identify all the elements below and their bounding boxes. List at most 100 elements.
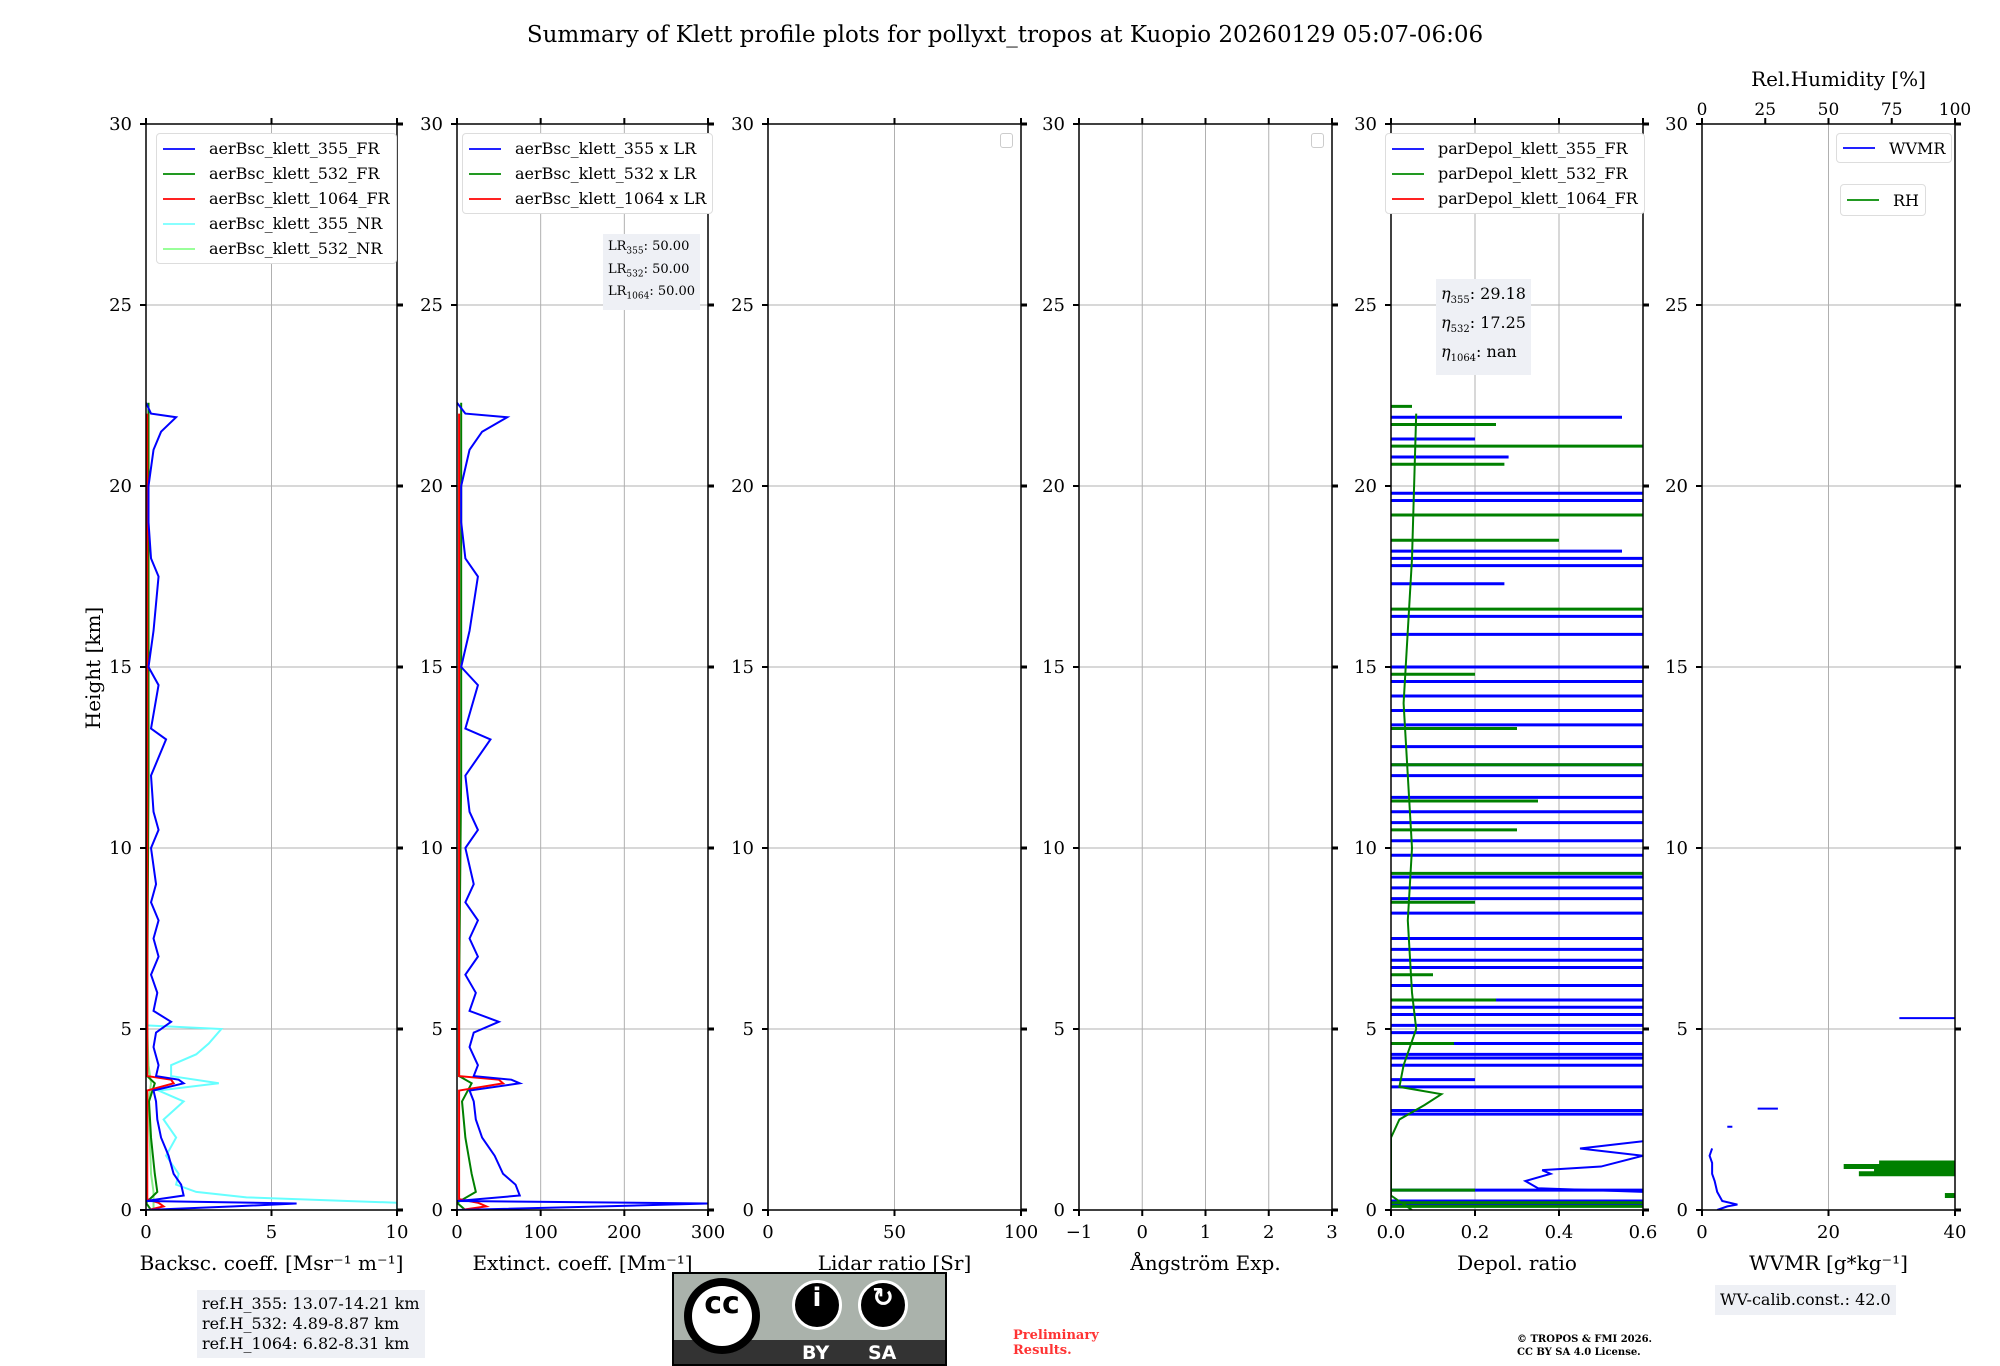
y-tick-label: 0 <box>1366 1200 1377 1221</box>
wv-calibration-box: WV-calib.const.: 42.0 <box>1715 1285 1896 1315</box>
y-tick-label: 15 <box>1665 657 1688 678</box>
legend-item: aerBsc_klett_355 x LR <box>463 136 712 161</box>
y-tick-label: 5 <box>1677 1019 1688 1040</box>
data-layer <box>146 402 397 1210</box>
x-tick-label: 0 <box>140 1222 151 1243</box>
legend-swatch <box>469 147 501 150</box>
top-x-tick-label: 25 <box>1754 100 1776 120</box>
x-tick-label: 50 <box>883 1222 906 1243</box>
y-tick-label: 20 <box>1665 476 1688 497</box>
depol-legend: parDepol_klett_355_FR parDepol_klett_532… <box>1385 133 1645 214</box>
series-aerBsc_klett_532_FR <box>146 402 159 1210</box>
y-tick-label: 30 <box>420 114 443 135</box>
legend-label: parDepol_klett_532_FR <box>1438 164 1628 183</box>
legend-swatch <box>1392 197 1424 200</box>
x-tick-label: 0 <box>1696 1222 1707 1243</box>
data-layer <box>1708 1017 1955 1210</box>
y-tick-label: 15 <box>420 657 443 678</box>
top-x-tick-label: 50 <box>1818 100 1840 120</box>
legend-label: aerBsc_klett_532_FR <box>209 164 380 183</box>
x-tick-label: 3 <box>1326 1222 1337 1243</box>
person-icon: i <box>792 1280 842 1330</box>
axes-frame <box>145 123 398 1211</box>
x-tick-label: 300 <box>691 1222 725 1243</box>
share-alike-icon: ↻ <box>858 1280 908 1330</box>
legend-label: aerBsc_klett_532 x LR <box>515 164 697 183</box>
x-tick-label: 200 <box>607 1222 641 1243</box>
y-tick-label: 0 <box>121 1200 132 1221</box>
legend-swatch <box>469 197 501 200</box>
series-aerBsc_klett_355_NR <box>146 1024 397 1210</box>
panel-depol: 0.0 0.2 0.4 0.6 0 5 10 15 20 25 30 Depol. ratio <box>1354 114 1657 1275</box>
series-aerBsc_klett_355_FR <box>146 402 297 1210</box>
x-tick-label: 20 <box>1817 1222 1840 1243</box>
series-aerBsc_klett_355 x LR <box>457 402 708 1210</box>
figure-title: Summary of Klett profile plots for polly… <box>526 22 1484 48</box>
series-aerBsc_klett_1064 x LR <box>458 413 506 1210</box>
y-tick-label: 5 <box>121 1019 132 1040</box>
y-tick-label: 30 <box>1665 114 1688 135</box>
legend-swatch <box>163 197 195 200</box>
y-tick-label: 30 <box>731 114 754 135</box>
legend-label: parDepol_klett_1064_FR <box>1438 189 1638 208</box>
axes-frame <box>1390 123 1644 1211</box>
y-tick-label: 0 <box>743 1200 754 1221</box>
x-tick-label: 0 <box>762 1222 773 1243</box>
y-tick-label: 5 <box>1366 1019 1377 1040</box>
y-tick-label: 30 <box>1354 114 1377 135</box>
y-tick-label: 25 <box>1354 295 1377 316</box>
x-tick-label: 0.2 <box>1461 1222 1490 1243</box>
y-tick-label: 20 <box>109 476 132 497</box>
legend-item: aerBsc_klett_1064 x LR <box>463 186 712 211</box>
y-tick-label: 10 <box>1042 838 1065 859</box>
legend-item: aerBsc_klett_532 x LR <box>463 161 712 186</box>
legend-item: parDepol_klett_1064_FR <box>1386 186 1644 211</box>
legend-item: parDepol_klett_355_FR <box>1386 136 1644 161</box>
legend-swatch <box>163 147 195 150</box>
legend-item: aerBsc_klett_355_FR <box>157 136 396 161</box>
x-axis-label: Lidar ratio [Sr] <box>818 1251 972 1275</box>
x-axis-label: WVMR [g*kg⁻¹] <box>1749 1251 1908 1275</box>
top-x-tick-label: 100 <box>1939 100 1971 120</box>
x-axis-label: Ångström Exp. <box>1129 1250 1280 1275</box>
legend-label: aerBsc_klett_532_NR <box>209 239 383 258</box>
series-WVMR <box>1708 1148 1738 1210</box>
axes-frame <box>456 123 709 1211</box>
series-parDepol_klett_355_FR <box>1522 1140 1643 1193</box>
x-tick-label: 100 <box>1004 1222 1038 1243</box>
y-tick-label: 25 <box>420 295 443 316</box>
panel-lidar-ratio: 0 50 100 0 5 10 15 20 25 30 Lidar ratio [Sr] <box>731 114 1038 1275</box>
series-aerBsc_klett_1064_FR <box>146 413 176 1210</box>
x-axis-label: Depol. ratio <box>1457 1251 1577 1275</box>
y-tick-label: 30 <box>109 114 132 135</box>
y-tick-label: 20 <box>1042 476 1065 497</box>
legend-swatch <box>469 172 501 175</box>
legend-swatch <box>1392 147 1424 150</box>
y-tick-label: 0 <box>1677 1200 1688 1221</box>
y-tick-label: 25 <box>1042 295 1065 316</box>
x-axis-label: Backsc. coeff. [Msr⁻¹ m⁻¹] <box>140 1251 404 1275</box>
y-tick-label: 15 <box>1354 657 1377 678</box>
legend-label: aerBsc_klett_355_NR <box>209 214 383 233</box>
x-tick-label: 5 <box>266 1222 277 1243</box>
legend-swatch <box>1847 199 1879 201</box>
reference-heights-box: ref.H_355: 13.07-14.21 km ref.H_532: 4.89… <box>197 1290 425 1358</box>
legend-swatch <box>1392 172 1424 175</box>
x-tick-label: 0 <box>451 1222 462 1243</box>
empty-legend-lidar-ratio <box>1000 133 1013 148</box>
y-tick-label: 10 <box>1665 838 1688 859</box>
y-tick-label: 15 <box>109 657 132 678</box>
cc-icon: cc <box>692 1286 752 1346</box>
empty-legend-angstrom <box>1311 133 1324 148</box>
y-tick-label: 0 <box>432 1200 443 1221</box>
x-tick-label: 1 <box>1200 1222 1211 1243</box>
axes-frame <box>767 123 1022 1211</box>
y-tick-label: 5 <box>743 1019 754 1040</box>
y-tick-label: 5 <box>432 1019 443 1040</box>
top-axis-label: Rel.Humidity [%] <box>1751 67 1926 91</box>
y-tick-label: 25 <box>731 295 754 316</box>
legend-label: RH <box>1893 190 1919 210</box>
y-tick-label: 15 <box>1042 657 1065 678</box>
legend-swatch <box>163 172 195 175</box>
data-layer <box>1391 404 1643 1210</box>
